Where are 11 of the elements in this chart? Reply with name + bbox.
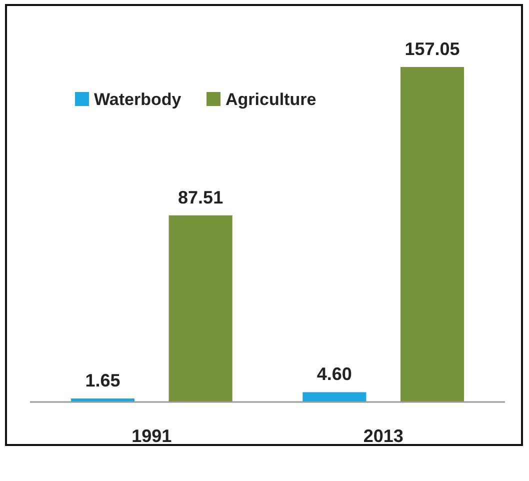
legend-label: Agriculture xyxy=(226,90,316,109)
x-tick-label: 2013 xyxy=(363,426,404,446)
data-label: 87.51 xyxy=(178,187,224,208)
bar xyxy=(168,215,232,402)
data-label: 157.05 xyxy=(404,39,460,59)
data-label: 4.60 xyxy=(316,364,352,384)
x-tick-label: 1991 xyxy=(132,426,172,446)
bar xyxy=(400,67,464,402)
data-label: 1.65 xyxy=(85,370,120,390)
bar xyxy=(302,392,366,402)
legend-label: Waterbody xyxy=(94,90,182,109)
